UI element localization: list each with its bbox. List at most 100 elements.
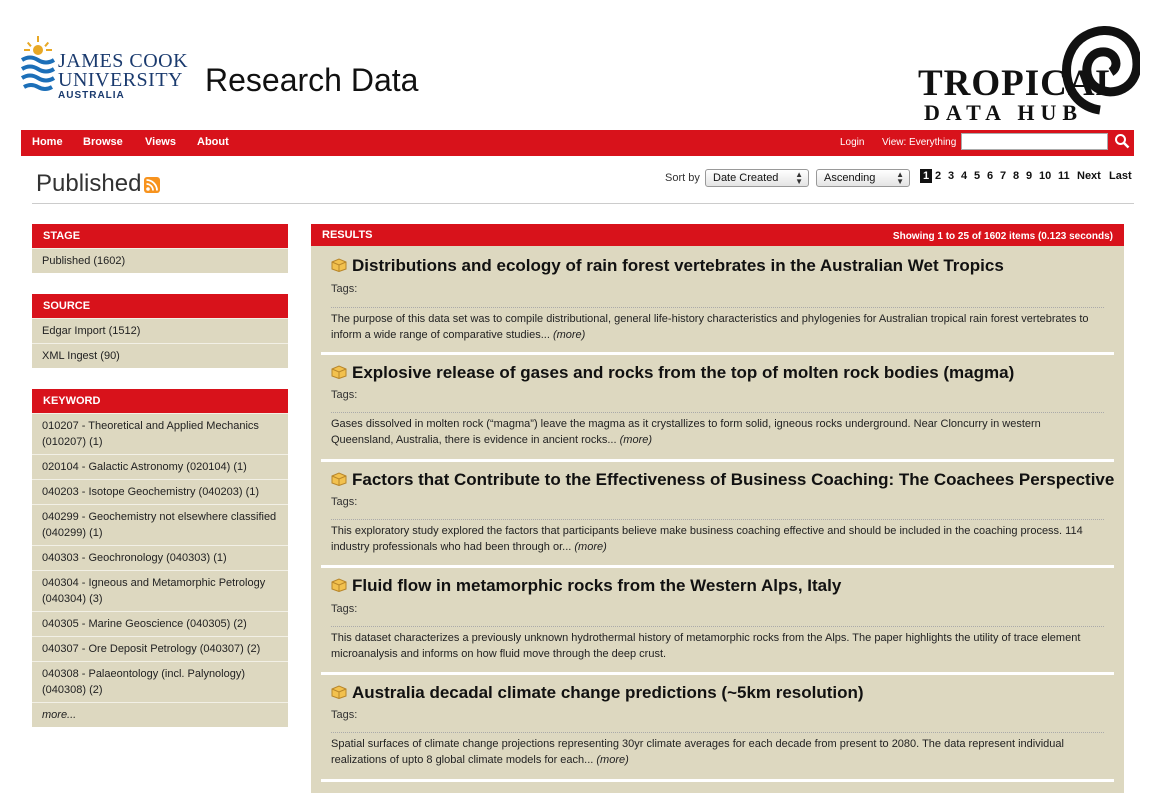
- dataset-package-icon: [331, 365, 347, 379]
- result-item: Fluid flow in metamorphic rocks from the…: [321, 568, 1114, 675]
- facet-item[interactable]: Published (1602): [32, 248, 288, 273]
- last-page-link[interactable]: Last: [1109, 170, 1132, 182]
- sort-field-select[interactable]: Date Created ▲ ▼: [705, 169, 809, 187]
- result-tags-label: Tags:: [331, 283, 358, 295]
- page-10-link[interactable]: 10: [1039, 170, 1052, 182]
- sort-label: Sort by: [665, 172, 700, 184]
- result-title-link[interactable]: Fluid flow in metamorphic rocks from the…: [352, 576, 842, 595]
- rss-feed-icon[interactable]: [144, 177, 160, 193]
- result-item: Explosive release of gases and rocks fro…: [321, 355, 1114, 462]
- page-11-link[interactable]: 11: [1058, 170, 1070, 182]
- result-description: Spatial surfaces of climate change proje…: [331, 736, 1101, 768]
- page-1-current[interactable]: 1: [920, 169, 933, 183]
- facet-keyword-heading: KEYWORD: [32, 389, 288, 413]
- page-title: Published: [36, 170, 142, 197]
- dataset-package-icon: [331, 685, 347, 699]
- result-title-link[interactable]: Explosive release of gases and rocks fro…: [352, 363, 1015, 382]
- page-3-link[interactable]: 3: [948, 170, 955, 182]
- page-7-link[interactable]: 7: [1000, 170, 1007, 182]
- next-page-link[interactable]: Next: [1077, 170, 1101, 182]
- result-description-text: This dataset characterizes a previously …: [331, 632, 1081, 660]
- results-header: RESULTS Showing 1 to 25 of 1602 items (0…: [311, 224, 1124, 246]
- result-tags-label: Tags:: [331, 709, 358, 721]
- result-description: The purpose of this data set was to comp…: [331, 311, 1101, 343]
- search-input[interactable]: [961, 133, 1108, 150]
- facet-stage-heading: STAGE: [32, 224, 288, 248]
- facet-item[interactable]: 040299 - Geochemistry not elsewhere clas…: [32, 504, 288, 545]
- dataset-package-icon: [331, 472, 347, 486]
- dataset-package-icon: [331, 258, 347, 272]
- facet-item[interactable]: 040303 - Geochronology (040303) (1): [32, 545, 288, 570]
- facet-item[interactable]: Edgar Import (1512): [32, 318, 288, 343]
- facet-source-heading: SOURCE: [32, 294, 288, 318]
- facet-item[interactable]: 040304 - Igneous and Metamorphic Petrolo…: [32, 570, 288, 611]
- result-item: Australia decadal climate change predict…: [321, 675, 1114, 782]
- facet-item[interactable]: 020104 - Galactic Astronomy (020104) (1): [32, 454, 288, 479]
- title-divider: [32, 203, 1134, 204]
- site-title[interactable]: Research Data: [205, 62, 419, 98]
- result-divider: [331, 519, 1104, 520]
- view-selector[interactable]: View: Everything: [882, 137, 957, 148]
- result-title-link[interactable]: Distributions and ecology of rain forest…: [352, 256, 1004, 275]
- tdh-wordmark: TROPICAL DATA HUB: [918, 63, 1122, 125]
- nav-home[interactable]: Home: [32, 136, 63, 148]
- facet-stage: STAGE Published (1602): [32, 224, 288, 273]
- facet-item[interactable]: 040308 - Palaeontology (incl. Palynology…: [32, 661, 288, 702]
- result-divider: [331, 732, 1104, 733]
- result-description-text: Spatial surfaces of climate change proje…: [331, 738, 1064, 766]
- result-more-link[interactable]: (more): [552, 329, 586, 341]
- results-heading: RESULTS: [322, 229, 373, 241]
- sort-order-value: Ascending: [824, 172, 876, 184]
- result-description-text: This exploratory study explored the fact…: [331, 525, 1083, 553]
- result-more-link[interactable]: (more): [596, 754, 629, 766]
- result-more-link[interactable]: (more): [574, 541, 607, 553]
- result-item: Distributions and ecology of rain forest…: [321, 248, 1114, 355]
- facet-item[interactable]: 010207 - Theoretical and Applied Mechani…: [32, 413, 288, 454]
- result-divider: [331, 412, 1104, 413]
- sort-order-select[interactable]: Ascending ▲ ▼: [816, 169, 910, 187]
- nav-about[interactable]: About: [197, 136, 229, 148]
- page-8-link[interactable]: 8: [1013, 170, 1020, 182]
- main-navbar: Home Browse Views About Login View: Ever…: [21, 130, 1134, 156]
- result-description: Gases dissolved in molten rock (“magma”)…: [331, 416, 1101, 448]
- search-icon[interactable]: [1114, 133, 1130, 149]
- login-link[interactable]: Login: [840, 137, 865, 148]
- nav-views[interactable]: Views: [145, 136, 176, 148]
- site-header: JAMES COOK UNIVERSITY AUSTRALIA Research…: [0, 0, 1158, 130]
- facet-source: SOURCE Edgar Import (1512) XML Ingest (9…: [32, 294, 288, 368]
- facet-keyword: KEYWORD 010207 - Theoretical and Applied…: [32, 389, 288, 727]
- jcu-wordmark: JAMES COOK UNIVERSITY AUSTRALIA: [58, 51, 188, 102]
- result-divider: [331, 626, 1104, 627]
- result-description: This exploratory study explored the fact…: [331, 523, 1101, 555]
- result-description-text: Gases dissolved in molten rock (“magma”)…: [331, 418, 1041, 446]
- result-title-link[interactable]: Factors that Contribute to the Effective…: [352, 470, 1115, 489]
- result-divider: [331, 307, 1104, 308]
- result-item: Factors that Contribute to the Effective…: [321, 462, 1114, 568]
- jcu-line2: UNIVERSITY: [58, 69, 183, 91]
- result-more-link[interactable]: (more): [619, 434, 653, 446]
- jcu-line3: AUSTRALIA: [58, 90, 125, 101]
- page-5-link[interactable]: 5: [974, 170, 981, 182]
- facet-item[interactable]: 040305 - Marine Geoscience (040305) (2): [32, 611, 288, 636]
- tdh-line2: DATA HUB: [924, 100, 1084, 125]
- page-4-link[interactable]: 4: [961, 170, 968, 182]
- jcu-logo[interactable]: [20, 36, 180, 106]
- result-tags-label: Tags:: [331, 603, 358, 615]
- dataset-package-icon: [331, 578, 347, 592]
- select-arrows-icon: ▲ ▼: [795, 170, 803, 186]
- page-6-link[interactable]: 6: [987, 170, 994, 182]
- facet-item[interactable]: 040203 - Isotope Geochemistry (040203) (…: [32, 479, 288, 504]
- tropical-data-hub-logo[interactable]: [915, 14, 1140, 124]
- page-9-link[interactable]: 9: [1026, 170, 1033, 182]
- tdh-line1: TROPICAL: [918, 63, 1122, 104]
- select-arrows-icon: ▲ ▼: [896, 170, 904, 186]
- result-tags-label: Tags:: [331, 389, 358, 401]
- result-description: This dataset characterizes a previously …: [331, 630, 1101, 662]
- facet-item[interactable]: 040307 - Ore Deposit Petrology (040307) …: [32, 636, 288, 661]
- facet-item[interactable]: XML Ingest (90): [32, 343, 288, 368]
- nav-browse[interactable]: Browse: [83, 136, 123, 148]
- page-2-link[interactable]: 2: [935, 170, 942, 182]
- result-title-link[interactable]: Australia decadal climate change predict…: [352, 683, 864, 702]
- facet-keyword-more-link[interactable]: more...: [32, 702, 288, 727]
- result-tags-label: Tags:: [331, 496, 358, 508]
